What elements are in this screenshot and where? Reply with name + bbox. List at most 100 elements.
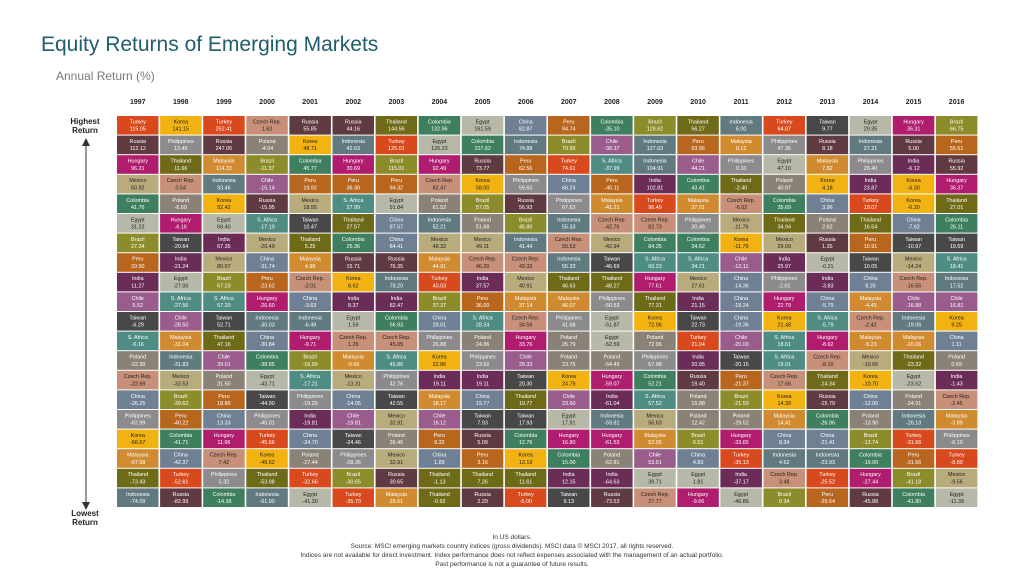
return-cell-bg [160,214,202,233]
cell-value: -59.81 [604,421,619,427]
cell-country: Mexico [948,472,965,478]
return-cell-bg [677,312,719,331]
cell-value: 2.62 [822,225,833,231]
return-cell: Mexico-11.76 [720,214,762,233]
cell-country: Hungary [516,335,537,341]
highest-label-line-2: Return [72,126,98,135]
cell-country: Taiwan [604,257,621,263]
return-cell-bg [289,410,331,429]
return-cell-bg [806,449,849,468]
cell-country: Philippines [168,139,194,145]
return-cell-bg [375,155,418,174]
cell-value: -46.69 [604,264,619,270]
return-cell-bg [806,351,849,370]
return-cell-bg [461,253,504,272]
cell-value: 104.91 [647,166,664,172]
return-cell: Malaysia-41.21 [591,194,633,213]
return-cell-bg [203,214,245,233]
cell-value: 19.01 [778,362,792,368]
cell-country: Brazil [433,296,446,302]
return-cell-bg [892,410,935,429]
cell-value: -2.42 [864,323,876,329]
return-cell: China-24.70 [289,429,331,449]
return-cell-bg [935,429,978,449]
cell-country: India [735,472,747,478]
cell-value: 42.55 [390,401,404,407]
cell-country: Russia [345,119,361,125]
cell-country: Egypt [390,198,404,204]
return-cell: Malaysia-20.06 [892,331,935,351]
cell-value: -29.52 [733,421,748,427]
cell-value: 7.93 [477,421,488,427]
return-cell-bg [332,429,374,449]
cell-country: Malaysia [644,433,665,439]
return-cell: Brazil-11.37 [246,155,288,174]
cell-value: 0.69 [951,362,962,368]
cell-value: 23.75 [562,362,576,368]
cell-value: 23.92 [476,362,490,368]
return-cell-bg [375,351,418,370]
cell-country: Indonesia [428,217,451,223]
return-cell-bg [117,272,159,292]
cell-value: 16.54 [864,225,878,231]
return-cell: Turkey-31.66 [892,429,935,449]
cell-value: 9.77 [822,127,833,133]
return-cell-bg [720,468,762,488]
cell-value: -53.98 [259,479,274,485]
return-cell-bg [375,370,418,390]
cell-country: Mexico [172,374,189,380]
cell-value: 29.09 [778,244,792,250]
cell-country: Philippines [426,335,452,341]
return-cell-bg [375,135,418,155]
return-cell-bg [634,312,676,331]
cell-value: -26.60 [259,303,274,309]
cell-value: 24.79 [562,381,576,387]
return-cell-bg [548,174,590,194]
cell-value: -41.21 [604,205,619,211]
cell-value: 53.51 [648,460,662,466]
return-cell-bg [461,449,504,468]
return-cell-bg [892,390,935,409]
cell-country: Thailand [386,119,407,125]
return-cell-bg [720,370,762,390]
cell-country: Indonesia [902,315,925,321]
cell-value: -23.62 [259,283,274,289]
return-cell-bg [677,449,719,468]
return-cell: Brazil-13.74 [849,429,892,449]
return-cell: Thailand-48.27 [591,272,633,292]
cell-value: 2.29 [477,499,488,505]
return-cell-bg [289,214,331,233]
cell-country: India [434,374,446,380]
year-header: 2006 [518,99,534,106]
return-cell-bg [246,429,288,449]
return-cell-bg [418,370,461,390]
cell-country: Korea [260,453,274,459]
footnote-disclaimer: Indices are not available for direct inv… [300,552,724,559]
return-cell: Poland-4.04 [246,135,288,155]
cell-country: Indonesia [859,139,882,145]
cell-value: -19.81 [302,421,317,427]
return-cell-bg [634,194,676,213]
cell-country: Czech Rep. [382,335,410,341]
cell-country: Egypt [734,492,748,498]
return-cell-bg [418,253,461,272]
cell-value: 16.81 [950,303,964,309]
return-cell: China-14.05 [332,390,374,409]
return-cell-bg [935,155,978,174]
return-cell: Peru-40.22 [160,410,202,429]
cell-value: 57.20 [217,303,231,309]
